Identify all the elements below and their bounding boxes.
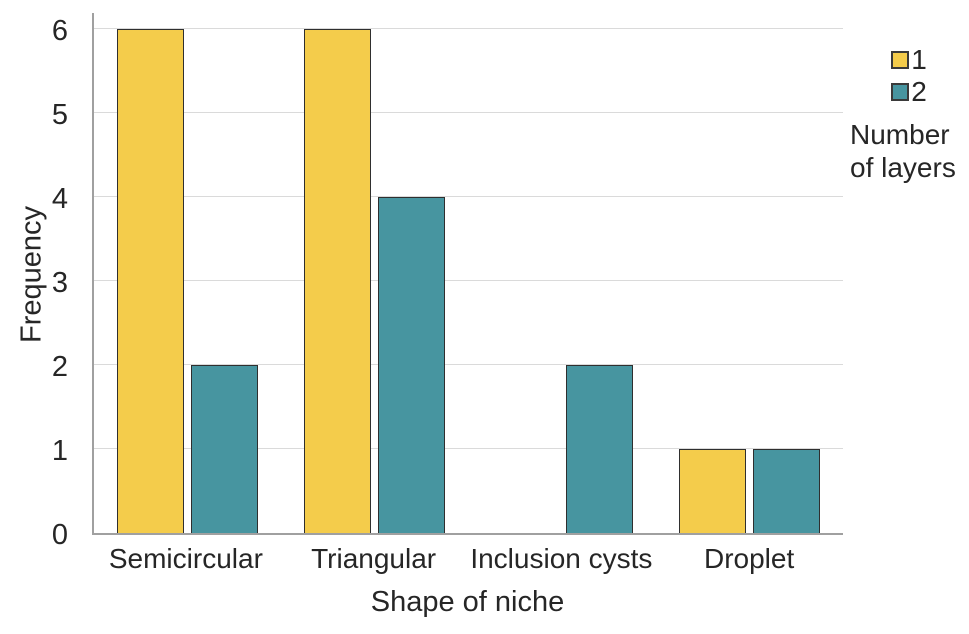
plot-area bbox=[92, 13, 843, 535]
legend-item-label-2: 2 bbox=[911, 76, 927, 107]
legend-swatch-1 bbox=[891, 51, 910, 69]
gridline-y-5 bbox=[94, 112, 843, 113]
x-tick-label-inclusion-cysts: Inclusion cysts bbox=[470, 543, 653, 574]
x-tick-label-semicircular: Semicircular bbox=[108, 543, 263, 574]
bar-groups bbox=[94, 13, 843, 533]
bar-series-2-triangular bbox=[378, 197, 446, 533]
bar-series-2-droplet bbox=[752, 449, 820, 533]
y-tick-label-1: 1 bbox=[51, 435, 68, 467]
legend-item-1: 1 bbox=[891, 46, 927, 74]
bar-group-triangular bbox=[281, 13, 468, 533]
bar-series-1-semicircular bbox=[117, 29, 185, 533]
legend-item-2: 2 bbox=[891, 78, 927, 106]
y-tick-label-5: 5 bbox=[51, 99, 68, 131]
legend-item-label-1: 1 bbox=[911, 44, 927, 75]
gridline-y-2 bbox=[94, 364, 843, 365]
gridline-y-3 bbox=[94, 280, 843, 281]
y-tick-label-2: 2 bbox=[51, 351, 68, 383]
bar-series-1-droplet bbox=[678, 449, 746, 533]
bar-series-2-inclusion-cysts bbox=[565, 365, 633, 533]
y-tick-label-0: 0 bbox=[51, 519, 68, 551]
bar-group-inclusion-cysts bbox=[469, 13, 656, 533]
gridline-y-6 bbox=[94, 28, 843, 29]
y-axis-tick-labels: 0 1 2 3 4 5 6 bbox=[0, 13, 82, 551]
gridline-y-4 bbox=[94, 196, 843, 197]
bar-group-droplet bbox=[656, 13, 843, 533]
x-tick-label-triangular: Triangular bbox=[311, 543, 437, 574]
y-tick-label-3: 3 bbox=[51, 267, 68, 299]
legend-swatch-2 bbox=[891, 83, 910, 101]
legend-title: Number of layers bbox=[850, 119, 956, 183]
bar-series-1-triangular bbox=[304, 29, 372, 533]
x-tick-label-droplet: Droplet bbox=[703, 543, 795, 574]
y-tick-label-4: 4 bbox=[51, 183, 68, 215]
x-axis-tick-labels: Semicircular Triangular Inclusion cysts Dro… bbox=[92, 543, 843, 575]
x-axis-title: Shape of niche bbox=[370, 586, 565, 618]
bar-series-2-semicircular bbox=[191, 365, 259, 533]
y-tick-label-6: 6 bbox=[51, 15, 68, 47]
bar-group-semicircular bbox=[94, 13, 281, 533]
gridline-y-1 bbox=[94, 448, 843, 449]
